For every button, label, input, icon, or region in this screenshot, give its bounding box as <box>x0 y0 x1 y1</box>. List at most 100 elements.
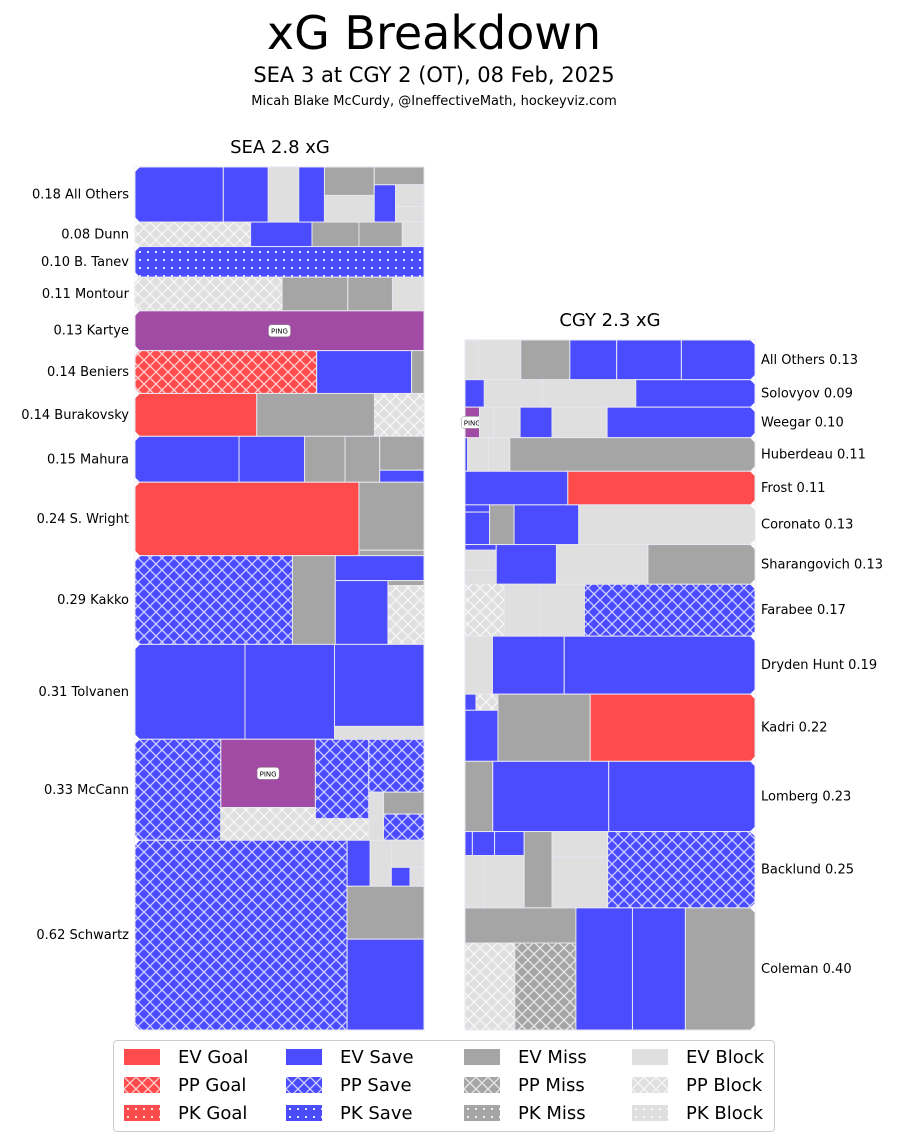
chart-subtitle: SEA 3 at CGY 2 (OT), 08 Feb, 2025 <box>253 63 615 87</box>
row-chamfer <box>135 305 140 311</box>
shot-rect-ev-save <box>390 866 411 887</box>
shot-rect-ev-block <box>477 339 522 381</box>
shot-rect-ev-block <box>464 569 497 585</box>
shot-rect-ev-block <box>395 206 425 223</box>
player-label: Coronato 0.13 <box>761 518 853 533</box>
player-label: Backlund 0.25 <box>761 863 854 878</box>
shot-rect-ev-block <box>479 406 495 439</box>
chart-title: xG Breakdown <box>266 6 602 60</box>
player-row-all-others: 0.18 All Others <box>32 166 425 223</box>
row-chamfer <box>135 246 140 252</box>
row-chamfer <box>750 694 755 700</box>
shot-rect-ev-block <box>483 854 525 909</box>
chart-credit: Micah Blake McCurdy, @IneffectiveMath, h… <box>251 94 617 109</box>
row-chamfer <box>135 555 140 561</box>
shot-rect-ev-save <box>513 504 580 546</box>
legend-item-ev-save: EV Save <box>286 1044 414 1070</box>
shot-hatch <box>387 585 424 645</box>
shot-rect-ev-save <box>635 379 756 408</box>
ping-label: PING <box>271 328 288 336</box>
player-row-kadri: Kadri 0.22 <box>464 693 828 762</box>
row-chamfer <box>135 272 140 278</box>
legend-item-pk-save: PK Save <box>286 1100 413 1126</box>
player-label: Huberdeau 0.11 <box>761 447 866 462</box>
shot-rect-ev-save <box>334 555 425 582</box>
player-label: 0.14 Burakovsky <box>21 408 129 423</box>
shot-rect-ev-save <box>379 469 425 483</box>
shot-rect-ev-miss <box>358 221 403 248</box>
player-label: All Others 0.13 <box>761 353 858 368</box>
shot-rect-ev-miss <box>647 544 756 585</box>
legend: EV Goal EV Save EV Miss EV Block PP Goal PP S… <box>113 1040 775 1132</box>
player-row-mahura: 0.15 Mahura <box>47 435 425 483</box>
shot-rect-ev-goal <box>589 693 756 762</box>
shot-rect-ev-block <box>539 583 585 637</box>
row-chamfer <box>750 437 755 443</box>
player-label: Farabee 0.17 <box>761 603 846 618</box>
shot-rect-ev-goal <box>567 470 756 506</box>
shot-rect-ev-save <box>334 643 425 727</box>
legend-label: PK Miss <box>518 1102 586 1124</box>
row-chamfer <box>750 499 755 505</box>
shot-hatch <box>514 942 576 1030</box>
row-chamfer <box>135 1025 140 1030</box>
shot-rect-ev-miss <box>311 221 360 248</box>
player-label: 0.18 All Others <box>32 188 129 203</box>
shot-rect-ev-block <box>395 184 425 208</box>
shot-rect-ev-miss <box>411 350 425 394</box>
shot-rect-ev-miss <box>344 435 381 483</box>
row-chamfer <box>750 402 755 408</box>
row-chamfer <box>135 167 140 172</box>
player-label: 0.24 S. Wright <box>37 512 129 527</box>
shot-rect-ev-block <box>541 379 637 408</box>
shot-rect-ev-save <box>464 544 497 551</box>
shot-rect-ev-miss <box>346 885 425 940</box>
shot-rect-ev-miss <box>347 276 393 312</box>
legend-swatch <box>464 1077 500 1093</box>
shot-rect-ev-block <box>464 635 493 695</box>
player-row-beniers: 0.14 Beniers <box>47 350 425 394</box>
shot-rect-ev-block <box>555 544 649 585</box>
shot-rect-ev-save <box>608 760 756 833</box>
shot-rect-ev-save <box>464 504 491 513</box>
shot-rect-ev-goal <box>134 481 360 557</box>
shot-rect-ev-miss <box>281 276 349 312</box>
row-chamfer <box>750 761 755 767</box>
shot-rect-ev-save <box>495 544 557 585</box>
shot-rect-ev-save <box>569 339 618 381</box>
row-chamfer <box>750 504 755 510</box>
player-label: 0.15 Mahura <box>47 452 129 467</box>
shot-hatch <box>383 814 424 841</box>
row-chamfer <box>750 831 755 837</box>
legend-item-pp-block: PP Block <box>632 1072 762 1098</box>
shot-rect-ev-goal <box>134 392 258 437</box>
player-label: 0.33 McCann <box>44 783 129 798</box>
shot-rect-ev-save <box>606 406 756 439</box>
shot-rect-ev-miss <box>304 435 346 483</box>
row-chamfer <box>135 477 140 483</box>
shot-rect-ev-miss <box>497 693 591 762</box>
player-label: Sharangovich 0.13 <box>761 557 883 572</box>
shot-rect-ev-save <box>575 907 633 1031</box>
legend-swatch <box>286 1077 322 1093</box>
row-chamfer <box>750 539 755 545</box>
row-chamfer <box>135 431 140 437</box>
player-row-coleman: Coleman 0.40 <box>464 907 852 1031</box>
player-label: Coleman 0.40 <box>761 962 852 977</box>
row-chamfer <box>135 835 140 841</box>
row-chamfer <box>135 734 140 740</box>
legend-item-pk-block: PK Block <box>632 1100 763 1126</box>
shot-rect-ev-miss <box>291 555 336 645</box>
shot-rect-ev-miss <box>323 166 375 196</box>
player-row-tolvanen: 0.31 Tolvanen <box>38 643 425 740</box>
shot-rect-ev-block <box>467 437 490 472</box>
player-label: 0.08 Dunn <box>61 227 129 242</box>
shot-hatch <box>475 694 498 711</box>
ping-badge <box>268 324 291 337</box>
player-label: 0.29 Kakko <box>57 593 129 608</box>
shot-rect-ev-miss <box>358 481 425 551</box>
shot-rect-ev-miss <box>464 760 494 833</box>
shot-hatch <box>368 739 424 793</box>
shot-rect-ev-save <box>471 831 496 856</box>
